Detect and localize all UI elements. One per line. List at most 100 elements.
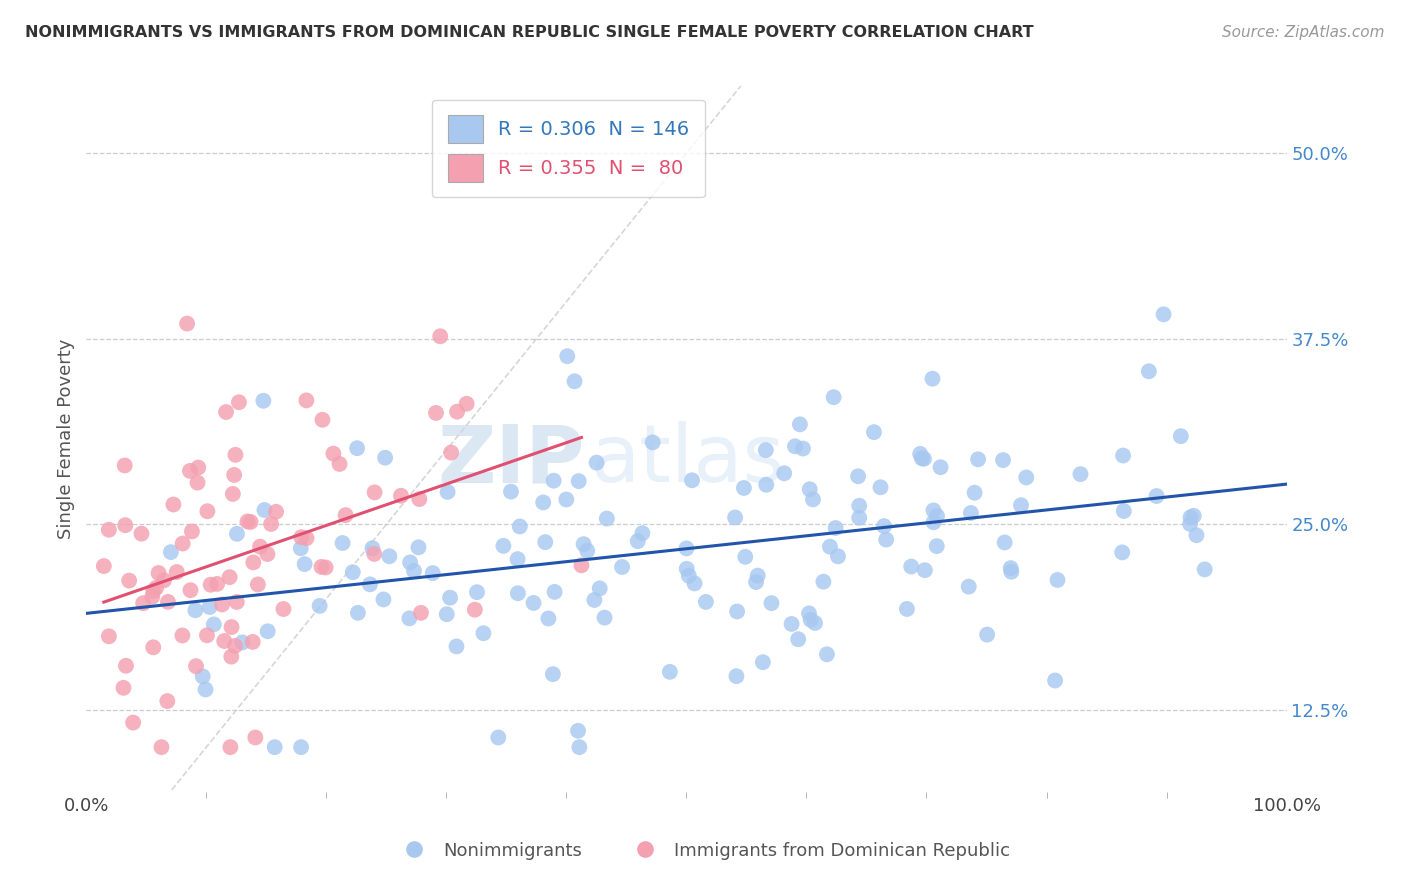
Point bbox=[311, 560, 333, 574]
Point bbox=[725, 605, 748, 619]
Point bbox=[1146, 489, 1168, 503]
Point bbox=[181, 524, 204, 539]
Point bbox=[486, 731, 509, 745]
Point bbox=[509, 519, 531, 533]
Point bbox=[783, 439, 806, 453]
Point bbox=[456, 397, 478, 411]
Point bbox=[994, 535, 1017, 549]
Point bbox=[991, 453, 1014, 467]
Point bbox=[409, 606, 432, 620]
Point bbox=[914, 563, 936, 577]
Point bbox=[846, 469, 869, 483]
Point bbox=[141, 590, 163, 604]
Point bbox=[187, 460, 209, 475]
Point bbox=[610, 560, 633, 574]
Point bbox=[1043, 673, 1066, 688]
Point bbox=[967, 452, 990, 467]
Point bbox=[541, 667, 564, 681]
Point bbox=[873, 519, 896, 533]
Point bbox=[211, 598, 233, 612]
Point bbox=[568, 740, 591, 755]
Point bbox=[761, 596, 783, 610]
Point bbox=[472, 626, 495, 640]
Point bbox=[848, 499, 870, 513]
Point bbox=[908, 447, 931, 461]
Point bbox=[465, 585, 488, 599]
Point bbox=[683, 576, 706, 591]
Point bbox=[1000, 565, 1022, 579]
Point bbox=[131, 526, 153, 541]
Point bbox=[374, 450, 396, 465]
Point bbox=[627, 534, 650, 549]
Point bbox=[446, 405, 468, 419]
Point bbox=[596, 511, 619, 525]
Point bbox=[242, 555, 264, 569]
Point bbox=[256, 624, 278, 639]
Point bbox=[543, 474, 565, 488]
Point bbox=[1182, 508, 1205, 523]
Point bbox=[97, 629, 120, 643]
Point bbox=[681, 473, 703, 487]
Point bbox=[963, 485, 986, 500]
Point bbox=[747, 568, 769, 582]
Text: atlas: atlas bbox=[591, 421, 785, 500]
Point bbox=[378, 549, 401, 564]
Point bbox=[273, 602, 295, 616]
Point bbox=[402, 564, 425, 578]
Point bbox=[799, 483, 821, 497]
Point bbox=[593, 610, 616, 624]
Point bbox=[160, 545, 183, 559]
Point bbox=[813, 574, 835, 589]
Point bbox=[1046, 573, 1069, 587]
Point bbox=[589, 582, 612, 596]
Point bbox=[295, 531, 318, 545]
Point bbox=[787, 632, 810, 647]
Point bbox=[436, 607, 458, 622]
Point bbox=[506, 552, 529, 566]
Text: ZIP: ZIP bbox=[437, 421, 585, 500]
Point bbox=[132, 596, 155, 610]
Point bbox=[195, 504, 218, 518]
Point bbox=[156, 595, 179, 609]
Point bbox=[439, 591, 461, 605]
Point bbox=[332, 536, 354, 550]
Point bbox=[363, 547, 385, 561]
Point bbox=[1015, 470, 1038, 484]
Point bbox=[422, 566, 444, 580]
Point bbox=[1000, 561, 1022, 575]
Point bbox=[408, 491, 430, 506]
Point bbox=[191, 669, 214, 683]
Point bbox=[1010, 498, 1032, 512]
Point bbox=[115, 658, 138, 673]
Point bbox=[256, 547, 278, 561]
Point bbox=[221, 649, 243, 664]
Point bbox=[399, 556, 422, 570]
Point bbox=[976, 627, 998, 641]
Point bbox=[212, 634, 235, 648]
Point bbox=[315, 560, 337, 574]
Point bbox=[249, 540, 271, 554]
Point bbox=[215, 405, 238, 419]
Point bbox=[290, 530, 312, 544]
Point bbox=[1178, 516, 1201, 531]
Point bbox=[446, 640, 468, 654]
Point bbox=[184, 603, 207, 617]
Legend: Nonimmigrants, Immigrants from Dominican Republic: Nonimmigrants, Immigrants from Dominican… bbox=[389, 835, 1017, 867]
Point bbox=[226, 526, 249, 541]
Point bbox=[260, 516, 283, 531]
Point bbox=[218, 570, 240, 584]
Point bbox=[311, 413, 333, 427]
Point bbox=[869, 480, 891, 494]
Point bbox=[221, 620, 243, 634]
Point bbox=[929, 460, 952, 475]
Point bbox=[153, 574, 176, 588]
Point bbox=[925, 539, 948, 553]
Point bbox=[745, 575, 768, 590]
Point bbox=[184, 659, 207, 673]
Point bbox=[194, 682, 217, 697]
Point bbox=[172, 536, 194, 550]
Point bbox=[571, 558, 593, 573]
Point bbox=[290, 740, 312, 755]
Point bbox=[641, 435, 664, 450]
Point bbox=[200, 578, 222, 592]
